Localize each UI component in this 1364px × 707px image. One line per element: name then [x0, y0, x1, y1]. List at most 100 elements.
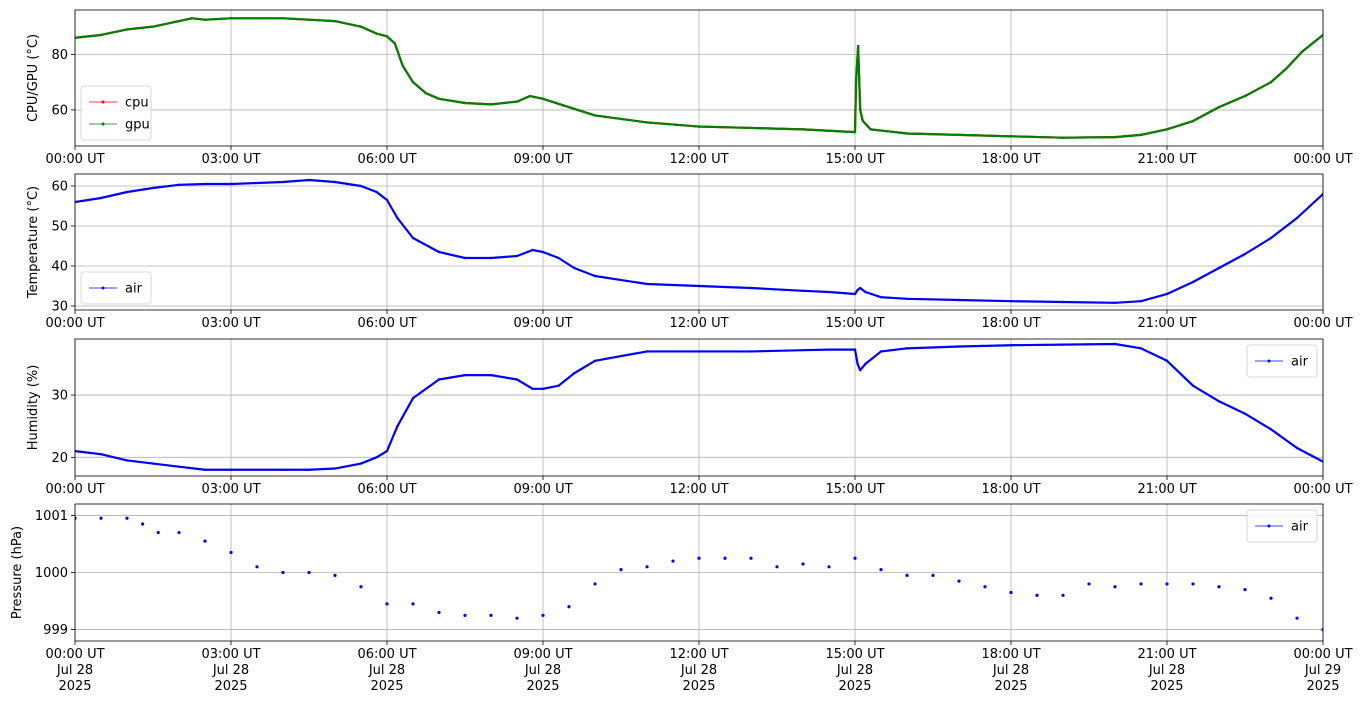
- y-axis-label: Pressure (hPa): [10, 526, 25, 619]
- data-point: [437, 610, 441, 615]
- x-tick-label: 12:00 UT: [669, 152, 728, 167]
- data-point: [307, 178, 311, 182]
- data-point: [375, 190, 378, 194]
- data-point: [333, 180, 337, 184]
- data-point: [983, 585, 987, 589]
- data-point: [190, 17, 194, 20]
- data-point: [557, 256, 560, 260]
- x-tick-label: 09:00 UT: [513, 482, 572, 497]
- x-tick-label: 06:00 UT: [357, 152, 416, 167]
- data-point: [1217, 585, 1221, 589]
- data-point: [697, 556, 701, 560]
- data-point: [515, 254, 519, 258]
- data-point: [801, 128, 805, 131]
- y-tick-label: 80: [51, 48, 68, 63]
- data-point: [1165, 582, 1169, 586]
- data-point: [375, 456, 378, 459]
- data-point: [1113, 585, 1117, 589]
- data-point: [1191, 280, 1195, 284]
- x-tick-label: 18:00 UT: [981, 152, 1040, 167]
- x-tick-label: 00:00 UT Jul 28 2025: [45, 647, 104, 694]
- data-point: [1061, 343, 1065, 346]
- data-point: [385, 449, 389, 453]
- data-point: [573, 372, 576, 375]
- y-tick-label: 40: [51, 260, 68, 275]
- data-point: [541, 613, 545, 617]
- data-point: [905, 347, 909, 350]
- axes-frame: [74, 173, 1324, 311]
- data-point: [281, 468, 285, 471]
- data-point: [424, 92, 428, 95]
- data-point: [396, 424, 399, 428]
- data-point: [1191, 384, 1195, 387]
- data-point: [905, 573, 909, 577]
- data-point: [827, 565, 831, 569]
- data-point: [515, 616, 519, 620]
- data-point: [229, 17, 233, 20]
- x-tick-label: 21:00 UT: [1137, 152, 1196, 167]
- x-tick-label: 00:00 UT: [45, 316, 104, 331]
- data-point: [859, 286, 862, 290]
- y-axis-label: Humidity (%): [26, 365, 41, 451]
- data-point: [854, 80, 858, 84]
- data-point: [203, 18, 207, 21]
- data-point: [1301, 50, 1304, 53]
- x-tick-label: 00:00 UT: [1293, 482, 1352, 497]
- x-tick-label: 15:00 UT: [825, 316, 884, 331]
- data-point: [229, 550, 233, 555]
- data-point: [1165, 128, 1169, 131]
- legend-marker: [1267, 359, 1271, 363]
- data-point: [593, 114, 597, 117]
- data-point: [385, 198, 389, 202]
- data-point: [463, 256, 467, 260]
- data-point: [531, 387, 534, 391]
- data-point: [859, 108, 862, 112]
- data-point: [463, 613, 467, 617]
- data-point: [557, 384, 560, 387]
- data-point: [645, 350, 649, 353]
- data-point: [957, 298, 961, 302]
- chart-panel-2: 00:00 UT 03:00 UT 06:00 UT 09:00 UT 12:00 UT…: [26, 173, 1353, 331]
- data-point: [1087, 582, 1091, 586]
- data-point: [1009, 344, 1013, 347]
- x-tick-label: 18:00 UT Jul 28 2025: [981, 647, 1040, 694]
- data-point: [1243, 412, 1247, 415]
- data-point: [411, 80, 415, 84]
- data-point: [541, 387, 545, 391]
- data-point: [1295, 616, 1299, 620]
- data-point: [645, 121, 649, 124]
- data-point: [1217, 266, 1221, 270]
- x-tick-label: 06:00 UT: [357, 316, 416, 331]
- x-tick-label: 21:00 UT: [1137, 482, 1196, 497]
- data-point: [827, 348, 831, 351]
- data-point: [861, 119, 864, 123]
- x-tick-label: 21:00 UT Jul 28 2025: [1137, 647, 1196, 694]
- data-point: [856, 288, 859, 292]
- data-point: [879, 568, 883, 572]
- data-point: [99, 196, 103, 200]
- data-point: [411, 602, 415, 606]
- x-tick-label: 03:00 UT: [201, 482, 260, 497]
- data-point: [801, 349, 805, 352]
- data-point: [749, 350, 753, 353]
- x-tick-label: 00:00 UT: [45, 482, 104, 497]
- data-point: [957, 345, 961, 348]
- series-air: [75, 516, 1323, 632]
- data-point: [1269, 236, 1273, 240]
- data-point: [827, 290, 831, 294]
- data-point: [905, 297, 909, 300]
- data-point: [957, 133, 961, 137]
- data-point: [853, 556, 857, 560]
- x-tick-label: 12:00 UT: [669, 482, 728, 497]
- data-point: [593, 359, 597, 362]
- data-point: [229, 182, 233, 186]
- data-point: [281, 17, 285, 20]
- data-point: [359, 184, 363, 188]
- data-point: [957, 579, 961, 583]
- data-point: [1165, 359, 1169, 362]
- data-point: [1061, 300, 1065, 304]
- data-point: [859, 368, 862, 372]
- data-point: [177, 530, 181, 535]
- data-point: [1191, 582, 1195, 586]
